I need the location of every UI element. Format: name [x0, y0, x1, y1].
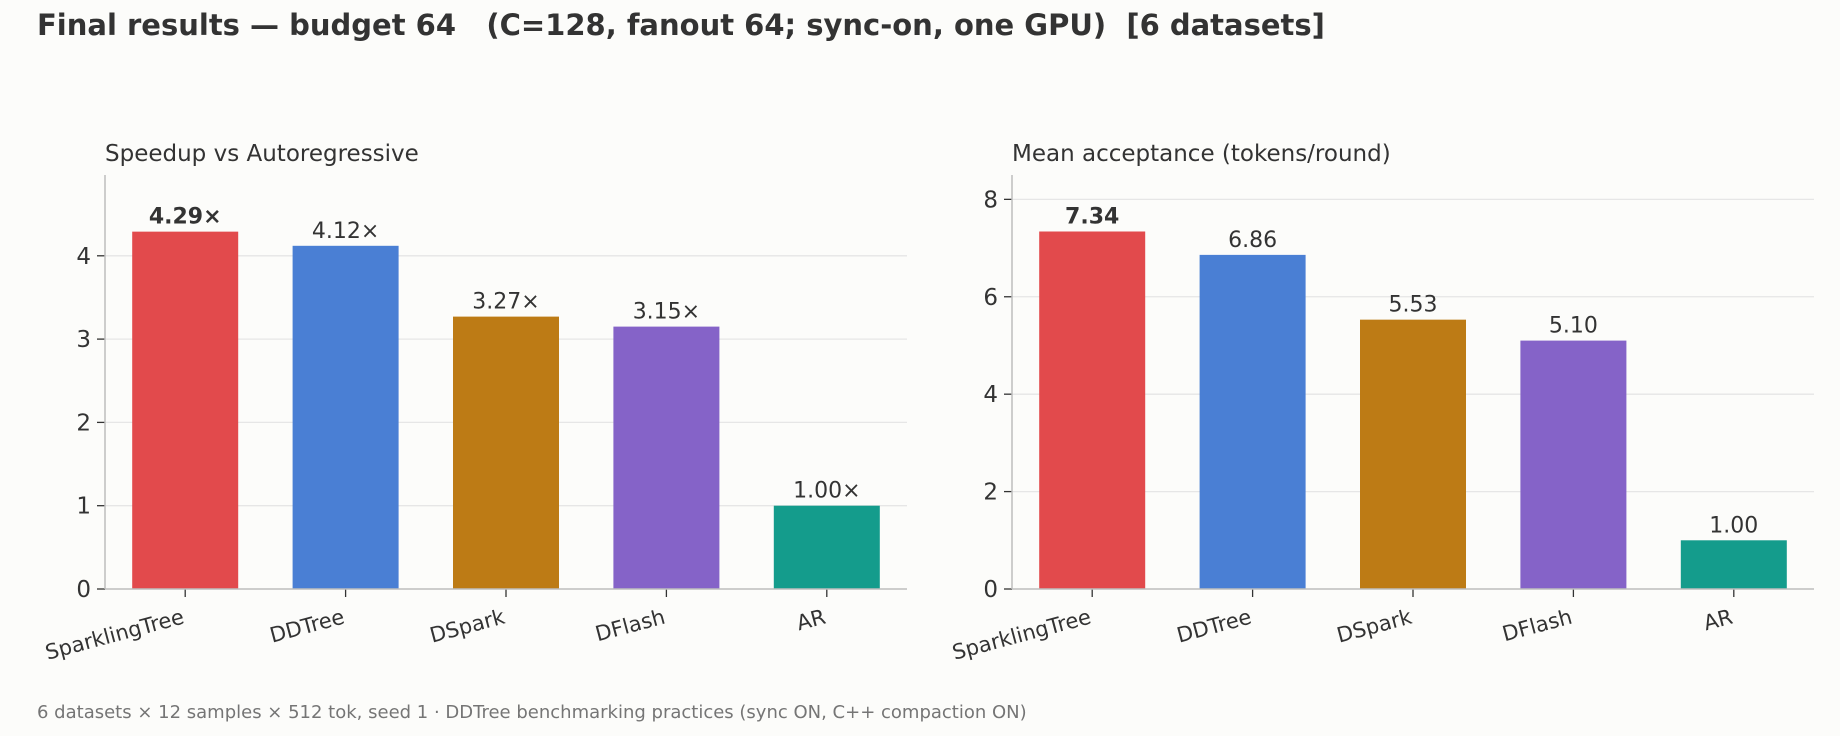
value-label-dflash: 3.15× — [633, 300, 700, 325]
figure-title: Final results — budget 64 (C=128, fanout… — [37, 8, 1325, 42]
y-tick-label: 6 — [983, 285, 998, 311]
value-label-dspark: 3.27× — [472, 290, 539, 315]
bar-dflash — [1520, 340, 1627, 589]
x-tick-label-dspark: DSpark — [1334, 604, 1415, 647]
x-tick-label-dflash: DFlash — [1500, 605, 1575, 647]
bar-ddtree — [1199, 254, 1306, 590]
bar-ddtree — [292, 245, 399, 590]
x-tick-label-ar: AR — [794, 605, 828, 636]
value-label-ar: 1.00× — [793, 479, 860, 504]
bar-dspark — [1360, 319, 1466, 589]
value-label-ddtree: 6.86 — [1228, 228, 1277, 253]
acceptance-chart: Mean acceptance (tokens/round) 0 2 4 6 8 7.34 S… — [950, 141, 1814, 665]
x-tick-label-ddtree: DDTree — [267, 605, 347, 648]
bar-dspark — [453, 316, 559, 589]
value-label-ddtree: 4.12× — [312, 219, 379, 244]
y-tick-label: 4 — [76, 244, 91, 270]
bar-ar — [773, 505, 880, 589]
y-tick-label: 2 — [76, 410, 91, 436]
value-label-ar: 1.00 — [1709, 513, 1758, 538]
y-tick-label: 0 — [983, 577, 998, 603]
y-tick-label: 3 — [76, 327, 91, 353]
x-tick-label-dflash: DFlash — [593, 605, 668, 647]
value-label-sparklingtree: 7.34 — [1065, 204, 1119, 229]
speedup-chart: Speedup vs Autoregressive 0 1 2 3 4 4.29× Spark… — [43, 141, 907, 665]
value-label-sparklingtree: 4.29× — [149, 205, 222, 230]
y-tick-label: 8 — [983, 187, 998, 213]
x-tick-label-ddtree: DDTree — [1174, 605, 1254, 648]
value-label-dspark: 5.53 — [1389, 293, 1438, 318]
y-tick-label: 2 — [983, 480, 998, 506]
panel-title: Speedup vs Autoregressive — [105, 141, 419, 167]
x-tick-label-sparklingtree: SparklingTree — [43, 605, 187, 665]
panel-title: Mean acceptance (tokens/round) — [1012, 141, 1391, 167]
y-tick-label: 4 — [983, 382, 998, 408]
x-tick-label-ar: AR — [1701, 605, 1735, 636]
y-tick-label: 1 — [76, 494, 91, 520]
bar-sparklingtree — [1039, 231, 1146, 589]
bar-dflash — [613, 326, 720, 589]
x-tick-label-sparklingtree: SparklingTree — [950, 605, 1094, 665]
y-tick-label: 0 — [76, 577, 91, 603]
footnote: 6 datasets × 12 samples × 512 tok, seed … — [37, 702, 1027, 723]
bar-ar — [1680, 540, 1787, 589]
bar-sparklingtree — [132, 231, 239, 589]
x-tick-label-dspark: DSpark — [427, 604, 508, 647]
value-label-dflash: 5.10 — [1549, 314, 1598, 339]
